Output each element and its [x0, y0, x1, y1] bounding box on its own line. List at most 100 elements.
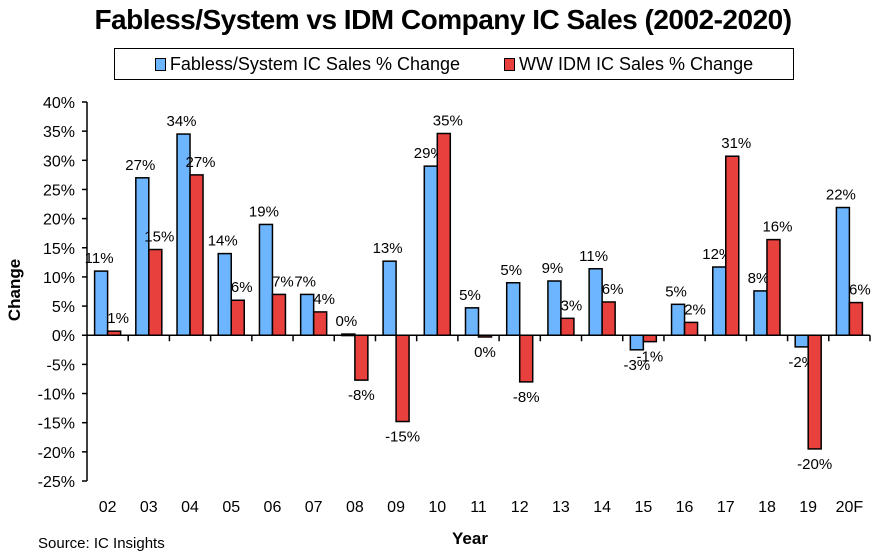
- data-label-idm: -8%: [513, 389, 540, 406]
- data-label-fabless: 5%: [665, 283, 687, 300]
- bar-idm: [848, 301, 864, 336]
- legend-item-idm: WW IDM IC Sales % Change: [504, 54, 753, 75]
- x-tick-label: 08: [346, 499, 364, 516]
- bar-fabless: [712, 266, 727, 336]
- y-tick-label: 30%: [43, 153, 75, 170]
- data-label-fabless: 0%: [336, 313, 358, 330]
- data-label-fabless: 22%: [826, 187, 856, 204]
- data-label-idm: 16%: [762, 219, 792, 236]
- data-label-fabless: 27%: [125, 157, 155, 174]
- data-label-idm: -1%: [636, 349, 663, 366]
- bar-fabless: [547, 280, 562, 336]
- x-tick-label: 11: [470, 499, 487, 516]
- bar-idm: [518, 334, 534, 383]
- bar-idm: [230, 299, 245, 336]
- chart-title: Fabless/System vs IDM Company IC Sales (…: [94, 4, 792, 35]
- x-tick-label: 17: [717, 499, 735, 516]
- x-tick-label: 18: [758, 499, 776, 516]
- data-label-idm: 1%: [107, 310, 129, 327]
- data-label-fabless: 5%: [500, 262, 522, 279]
- legend-item-fabless: Fabless/System IC Sales % Change: [154, 53, 461, 75]
- y-axis-title: Change: [5, 259, 24, 321]
- data-label-idm: 6%: [602, 281, 624, 298]
- data-label-fabless: 29%: [414, 145, 444, 162]
- data-label-idm: 0%: [474, 344, 496, 361]
- data-label-idm: -15%: [385, 429, 420, 446]
- data-label-idm: 3%: [561, 297, 583, 314]
- x-tick-label: 14: [593, 499, 611, 516]
- data-label-idm: 2%: [684, 301, 706, 318]
- x-tick-label: 15: [634, 499, 652, 516]
- bar-fabless: [423, 165, 439, 336]
- y-tick-label: 0%: [52, 328, 75, 345]
- bar-fabless: [794, 334, 809, 348]
- y-tick-label: -5%: [47, 357, 75, 374]
- data-label-fabless: 11%: [579, 248, 608, 265]
- y-tick-label: 10%: [43, 270, 75, 287]
- bar-fabless: [464, 307, 480, 336]
- data-label-idm: -20%: [797, 456, 832, 473]
- bar-idm: [601, 301, 616, 336]
- data-label-fabless: 8%: [748, 270, 770, 287]
- bar-idm: [148, 248, 163, 336]
- bar-idm: [766, 238, 781, 336]
- bar-fabless: [629, 334, 645, 351]
- data-label-fabless: 5%: [459, 287, 481, 304]
- x-tick-label: 05: [222, 499, 240, 516]
- bar-idm: [312, 311, 328, 336]
- data-label-idm: 15%: [144, 229, 174, 246]
- bar-idm: [354, 334, 369, 381]
- data-label-fabless: 13%: [373, 240, 403, 257]
- x-tick-label: 09: [387, 499, 405, 516]
- data-label-fabless: 19%: [249, 203, 279, 220]
- bar-idm: [395, 334, 410, 423]
- data-label-idm: 6%: [231, 279, 253, 296]
- x-tick-label: 16: [676, 499, 694, 516]
- data-label-idm: 31%: [721, 135, 751, 152]
- data-label-idm: 35%: [433, 112, 463, 129]
- bar-idm: [560, 317, 575, 336]
- data-label-fabless: 11%: [85, 250, 114, 267]
- legend-swatch-idm: [504, 57, 516, 71]
- y-tick-label: 25%: [43, 182, 75, 199]
- bar-fabless: [753, 290, 768, 336]
- data-label-fabless: 9%: [542, 260, 564, 277]
- data-label-idm: 6%: [849, 282, 871, 299]
- data-label-idm: 27%: [186, 154, 216, 171]
- bar-idm: [436, 132, 452, 336]
- data-label-idm: 7%: [272, 273, 294, 290]
- legend-swatch-fabless: [154, 57, 166, 71]
- y-tick-label: -25%: [38, 474, 75, 491]
- y-tick-label: 40%: [43, 95, 75, 112]
- x-tick-label: 13: [552, 499, 570, 516]
- bar-idm: [271, 293, 287, 336]
- x-tick-label: 02: [99, 499, 117, 516]
- legend: Fabless/System IC Sales % Change WW IDM …: [114, 48, 794, 80]
- x-tick-label: 20F: [836, 499, 864, 516]
- y-tick-label: 20%: [43, 212, 75, 229]
- bar-idm: [642, 334, 658, 343]
- y-tick-label: 35%: [43, 124, 75, 141]
- x-tick-label: 06: [264, 499, 282, 516]
- y-tick-label: -10%: [38, 387, 75, 404]
- data-label-fabless: 34%: [167, 113, 197, 130]
- y-tick-label: -20%: [38, 445, 75, 462]
- source-note: Source: IC Insights: [38, 535, 165, 552]
- bar-fabless: [382, 260, 397, 336]
- x-tick-label: 04: [181, 499, 199, 516]
- x-tick-label: 19: [799, 499, 817, 516]
- legend-label-fabless: Fabless/System IC Sales % Change: [169, 53, 461, 74]
- y-tick-label: -15%: [38, 416, 75, 433]
- bar-fabless: [258, 223, 274, 336]
- data-label-fabless: 12%: [702, 246, 732, 263]
- x-tick-label: 07: [305, 499, 323, 516]
- bar-fabless: [299, 293, 315, 336]
- x-tick-label: 10: [428, 499, 446, 516]
- bar-fabless: [835, 206, 851, 336]
- x-tick-label: 12: [511, 499, 529, 516]
- data-label-fabless: 7%: [294, 273, 316, 290]
- bar-fabless: [670, 303, 686, 336]
- bar-fabless: [505, 282, 521, 336]
- data-label-idm: 4%: [313, 291, 335, 308]
